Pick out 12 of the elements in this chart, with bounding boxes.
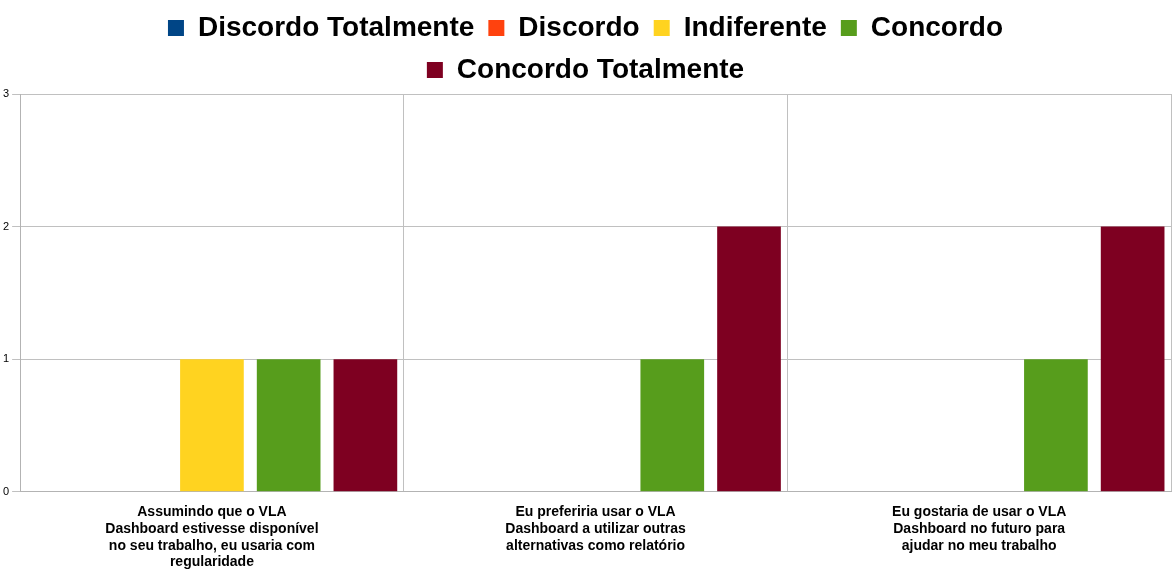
y-tick-label: 0 <box>2 484 10 497</box>
y-tick-label: 1 <box>2 352 10 365</box>
legend-label: Discordo <box>518 10 640 42</box>
x-tick-label: Eu preferiria usar o VLA Dashboard a utilizar outras alternativas como relatório <box>505 503 687 553</box>
x-tick-label: Eu gostaria de usar o VLA Dashboard no futuro para ajudar no meu trabalho <box>892 503 1067 553</box>
y-tick-label: 2 <box>2 219 10 232</box>
legend-label: Concordo <box>870 10 1004 42</box>
legend-label: Concordo Totalmente <box>456 52 745 84</box>
legend-label: Discordo Totalmente <box>197 10 475 42</box>
x-tick-label: Assumindo que o VLA Dashboard estivesse disponível no seu trabalho, eu usaria com regularidade <box>105 503 319 570</box>
y-tick-label: 3 <box>2 87 10 100</box>
legend-label: Indiferente <box>683 10 827 42</box>
